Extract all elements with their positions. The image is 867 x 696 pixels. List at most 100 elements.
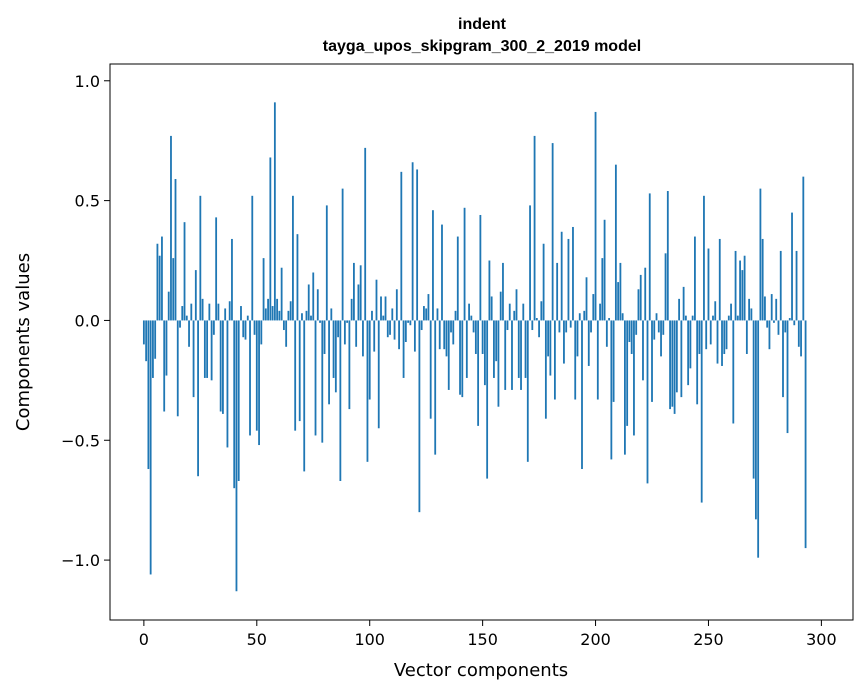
bar bbox=[633, 320, 635, 436]
bar bbox=[628, 320, 631, 342]
bar bbox=[233, 320, 236, 489]
bar bbox=[723, 320, 726, 354]
bar bbox=[190, 303, 193, 321]
bar bbox=[194, 270, 197, 321]
bar bbox=[511, 320, 513, 390]
bar bbox=[549, 320, 552, 376]
bar bbox=[262, 258, 265, 321]
bar bbox=[316, 289, 319, 321]
bar bbox=[188, 320, 190, 347]
bar bbox=[698, 320, 701, 354]
bar bbox=[222, 320, 224, 414]
bar bbox=[481, 320, 484, 354]
bar bbox=[637, 289, 640, 321]
bar bbox=[226, 320, 229, 448]
bar bbox=[504, 320, 507, 390]
bar bbox=[389, 320, 391, 335]
bar bbox=[398, 320, 400, 350]
bar bbox=[185, 315, 188, 321]
bar bbox=[734, 250, 737, 321]
bar bbox=[224, 308, 227, 321]
bar bbox=[373, 320, 376, 352]
bar bbox=[547, 320, 550, 357]
y-tick-label: 1.0 bbox=[75, 72, 100, 91]
bar bbox=[474, 320, 477, 354]
plot-frame bbox=[109, 63, 854, 621]
bar bbox=[725, 320, 728, 350]
bar bbox=[273, 102, 276, 321]
bar bbox=[743, 255, 746, 321]
bar bbox=[445, 320, 448, 357]
bar bbox=[353, 262, 355, 321]
bar bbox=[242, 320, 245, 338]
bar bbox=[301, 313, 303, 321]
x-tick-label: 200 bbox=[580, 630, 611, 649]
bar bbox=[362, 320, 364, 357]
bar bbox=[163, 320, 166, 412]
bar bbox=[691, 315, 694, 321]
bar bbox=[560, 231, 563, 321]
bar bbox=[522, 303, 525, 321]
bar bbox=[450, 320, 452, 333]
bar bbox=[687, 320, 690, 386]
bar bbox=[402, 320, 405, 378]
bar bbox=[219, 320, 222, 412]
bar bbox=[508, 303, 511, 321]
chart-subtitle: tayga_upos_skipgram_300_2_2019 model bbox=[323, 38, 641, 55]
bar bbox=[477, 320, 480, 426]
bar bbox=[800, 320, 802, 357]
bar bbox=[319, 320, 321, 323]
bar bbox=[535, 318, 538, 321]
bar bbox=[515, 289, 518, 321]
bar bbox=[788, 318, 791, 321]
y-tick-label: −0.5 bbox=[61, 431, 100, 450]
y-axis: −1.0 −0.5 0.0 0.5 1.0 bbox=[61, 72, 110, 570]
bar bbox=[675, 320, 678, 393]
bar bbox=[569, 320, 572, 328]
bar bbox=[741, 270, 744, 321]
bar bbox=[145, 320, 148, 362]
bar bbox=[339, 320, 342, 481]
bar bbox=[278, 310, 281, 321]
bar bbox=[506, 320, 509, 331]
bar bbox=[305, 310, 308, 321]
bar bbox=[382, 315, 385, 321]
bar bbox=[594, 111, 597, 321]
bar bbox=[680, 320, 683, 398]
bar bbox=[341, 188, 344, 321]
bar bbox=[642, 320, 644, 381]
bar bbox=[429, 320, 432, 419]
bar bbox=[538, 320, 540, 338]
bar bbox=[626, 320, 629, 426]
bar bbox=[395, 289, 398, 321]
bar bbox=[149, 320, 152, 575]
x-tick-label: 100 bbox=[354, 630, 385, 649]
bar bbox=[563, 320, 565, 364]
bar bbox=[529, 205, 531, 321]
bar bbox=[551, 143, 554, 321]
bar bbox=[517, 320, 520, 378]
bar bbox=[298, 320, 301, 422]
bar bbox=[630, 320, 633, 354]
bar bbox=[542, 243, 545, 321]
bar bbox=[603, 219, 606, 321]
bar bbox=[249, 320, 251, 436]
bar bbox=[330, 308, 333, 321]
bar bbox=[488, 260, 491, 321]
bar bbox=[413, 320, 416, 352]
bar bbox=[493, 320, 495, 378]
bar bbox=[730, 303, 732, 321]
bar bbox=[332, 320, 335, 378]
bar bbox=[264, 308, 267, 321]
bar bbox=[269, 157, 272, 321]
bar bbox=[147, 320, 150, 470]
bar bbox=[779, 250, 782, 321]
bar bbox=[228, 301, 231, 321]
bar bbox=[377, 320, 380, 429]
y-tick-label: 0.5 bbox=[75, 192, 100, 211]
bar bbox=[526, 320, 529, 462]
chart-title: indent bbox=[458, 16, 507, 33]
x-tick-label: 50 bbox=[247, 630, 267, 649]
bar bbox=[646, 320, 649, 484]
bar bbox=[276, 298, 279, 321]
